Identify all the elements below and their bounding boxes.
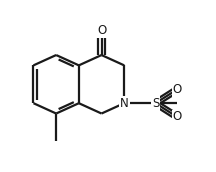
Text: N: N bbox=[120, 97, 129, 110]
Text: O: O bbox=[173, 83, 182, 96]
Text: O: O bbox=[97, 24, 106, 37]
Text: S: S bbox=[152, 97, 159, 110]
Text: O: O bbox=[173, 110, 182, 123]
